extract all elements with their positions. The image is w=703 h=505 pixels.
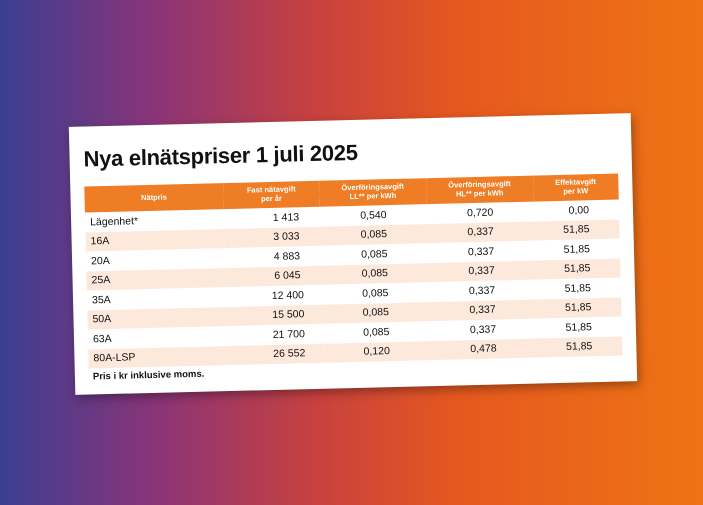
cell-overforing-ll: 0,085 xyxy=(361,247,388,261)
cell-overforing-ll: 0,085 xyxy=(321,262,429,285)
cell-fast-natavgift: 12 400 xyxy=(271,288,305,302)
cell-effektavgift: 0,00 xyxy=(568,203,590,217)
cell-fast-natavgift: 21 700 xyxy=(272,327,306,341)
cell-effektavgift: 51,85 xyxy=(564,281,592,295)
column-header-effektavgift: Effektavgift per kW xyxy=(532,173,619,202)
cell-overforing-hl: 0,337 xyxy=(469,323,497,336)
cell-effektavgift: 51,85 xyxy=(565,320,592,334)
cell-overforing-hl: 0,337 xyxy=(427,260,536,283)
cell-fast-natavgift: 3 033 xyxy=(224,226,321,249)
cell-effektavgift: 51,85 xyxy=(536,335,623,358)
cell-overforing-hl: 0,337 xyxy=(428,299,537,322)
cell-overforing-ll: 0,085 xyxy=(362,286,389,300)
price-footnote: Pris i kr inklusive moms. xyxy=(92,368,205,383)
cell-fast-natavgift: 6 045 xyxy=(225,265,322,288)
column-header-natpris: Nätpris xyxy=(84,183,224,213)
column-header-overforingsavgift-ll: Överföringsavgift LL** per kWh xyxy=(319,178,427,207)
cell-fast-natavgift: 26 552 xyxy=(227,343,324,366)
cell-overforing-hl: 0,337 xyxy=(467,245,495,258)
cell-overforing-hl: 0,478 xyxy=(429,338,538,361)
cell-fast-natavgift: 4 883 xyxy=(273,250,301,263)
cell-effektavgift: 51,85 xyxy=(535,296,622,319)
cell-overforing-hl: 0,337 xyxy=(468,284,496,297)
cell-overforing-hl: 0,720 xyxy=(466,206,494,219)
cell-overforing-ll: 0,085 xyxy=(362,325,390,339)
cell-effektavgift: 51,85 xyxy=(563,242,591,256)
cell-overforing-hl: 0,337 xyxy=(427,221,535,244)
column-header-overforingsavgift-hl: Överföringsavgift HL** per kWh xyxy=(425,175,534,205)
price-table: Nätpris Fast nätavgift per år Överföring… xyxy=(84,173,623,369)
cell-overforing-ll: 0,540 xyxy=(360,208,387,222)
page-title: Nya elnätspriser 1 juli 2025 xyxy=(83,139,358,172)
column-header-fast-natavgift: Fast nätavgift per år xyxy=(223,180,320,210)
cell-overforing-ll: 0,085 xyxy=(322,301,430,324)
cell-overforing-ll: 0,120 xyxy=(323,340,431,363)
price-card: Nya elnätspriser 1 juli 2025 Nätpris Fas… xyxy=(68,113,638,395)
cell-fast-natavgift: 1 413 xyxy=(272,211,300,224)
cell-effektavgift: 51,85 xyxy=(533,218,620,241)
cell-effektavgift: 51,85 xyxy=(534,257,621,280)
cell-natpris: 80A-LSP xyxy=(88,345,228,369)
cell-fast-natavgift: 15 500 xyxy=(226,304,323,327)
cell-overforing-ll: 0,085 xyxy=(320,223,428,246)
